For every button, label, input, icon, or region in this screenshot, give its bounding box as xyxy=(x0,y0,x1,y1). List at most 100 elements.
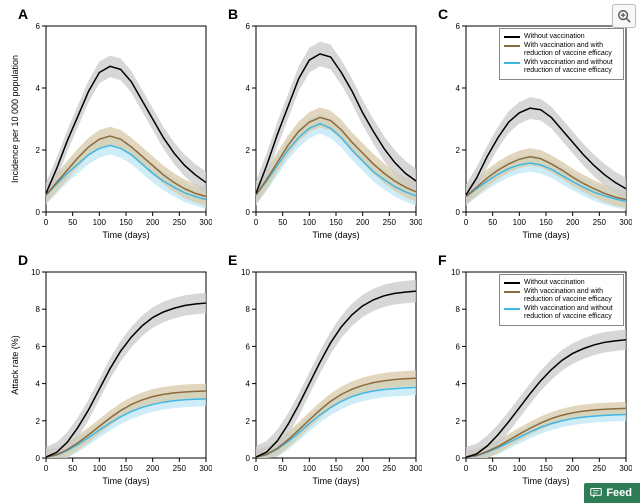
y-tick-label: 4 xyxy=(36,379,41,388)
x-tick-label: 0 xyxy=(464,464,469,473)
x-tick-label: 0 xyxy=(254,218,259,227)
y-tick-label: 2 xyxy=(456,146,461,155)
x-tick-label: 200 xyxy=(146,464,160,473)
panel-grid: A 0501001502002503000246Time (days)Incid… xyxy=(8,8,632,495)
x-tick-label: 50 xyxy=(488,464,497,473)
legend-label: With vaccination and without reduction o… xyxy=(524,305,619,321)
y-tick-label: 10 xyxy=(451,268,460,277)
y-tick-label: 6 xyxy=(456,342,461,351)
x-tick-label: 300 xyxy=(409,464,422,473)
x-tick-label: 0 xyxy=(44,464,49,473)
y-axis-label: Incidence per 10 000 population xyxy=(10,55,20,183)
panel-letter: A xyxy=(18,6,28,22)
chart-svg: 0501001502002503000246810Time (days)Atta… xyxy=(8,254,212,490)
panel-letter: E xyxy=(228,252,237,268)
x-tick-label: 100 xyxy=(93,464,107,473)
panel-F: F 0501001502002503000246810Time (days) W… xyxy=(428,254,632,496)
y-tick-label: 0 xyxy=(36,454,41,463)
y-tick-label: 2 xyxy=(36,416,41,425)
legend-swatch xyxy=(504,45,520,47)
y-tick-label: 8 xyxy=(36,305,41,314)
panel-B: B 0501001502002503000246Time (days) xyxy=(218,8,422,250)
panel-letter: F xyxy=(438,252,447,268)
legend-swatch xyxy=(504,282,520,284)
x-tick-label: 200 xyxy=(356,464,370,473)
plot-area xyxy=(46,292,206,457)
legend-swatch xyxy=(504,36,520,38)
legend-label: Without vaccination xyxy=(524,33,585,41)
x-tick-label: 0 xyxy=(464,218,469,227)
plot-area xyxy=(466,329,626,458)
y-tick-label: 2 xyxy=(246,416,251,425)
x-tick-label: 150 xyxy=(329,218,343,227)
x-tick-label: 150 xyxy=(539,218,553,227)
y-tick-label: 4 xyxy=(456,379,461,388)
legend-label: With vaccination and without reduction o… xyxy=(524,59,619,75)
y-tick-label: 6 xyxy=(246,342,251,351)
x-tick-label: 0 xyxy=(44,218,49,227)
y-tick-label: 4 xyxy=(36,84,41,93)
chart-svg: 0501001502002503000246Time (days)Inciden… xyxy=(8,8,212,244)
feedback-button[interactable]: Feed xyxy=(584,483,640,503)
y-tick-label: 2 xyxy=(246,146,251,155)
legend-item: With vaccination and without reduction o… xyxy=(504,305,619,321)
y-tick-label: 0 xyxy=(36,208,41,217)
x-tick-label: 50 xyxy=(68,464,77,473)
zoom-plus-icon xyxy=(617,9,631,23)
y-tick-label: 10 xyxy=(241,268,250,277)
x-tick-label: 150 xyxy=(329,464,343,473)
x-axis-label: Time (days) xyxy=(312,476,359,486)
panel-D: D 0501001502002503000246810Time (days)At… xyxy=(8,254,212,496)
chart-svg: 0501001502002503000246Time (days) xyxy=(218,8,422,244)
x-tick-label: 100 xyxy=(93,218,107,227)
y-tick-label: 6 xyxy=(456,22,461,31)
x-tick-label: 250 xyxy=(383,464,397,473)
zoom-button[interactable] xyxy=(612,4,636,28)
chart-svg: 0501001502002503000246810Time (days) xyxy=(218,254,422,490)
legend-label: Without vaccination xyxy=(524,279,585,287)
plot-area xyxy=(256,42,416,206)
y-tick-label: 8 xyxy=(456,305,461,314)
x-axis-label: Time (days) xyxy=(312,230,359,240)
x-axis-label: Time (days) xyxy=(102,476,149,486)
panel-C: C 0501001502002503000246Time (days) With… xyxy=(428,8,632,250)
x-tick-label: 300 xyxy=(199,464,212,473)
y-tick-label: 10 xyxy=(31,268,40,277)
legend: Without vaccination With vaccination and… xyxy=(499,274,624,326)
plot-area xyxy=(256,279,416,457)
y-axis-label: Attack rate (%) xyxy=(10,335,20,395)
feedback-icon xyxy=(590,487,602,499)
y-tick-label: 6 xyxy=(246,22,251,31)
x-tick-label: 300 xyxy=(619,464,632,473)
panel-E: E 0501001502002503000246810Time (days) xyxy=(218,254,422,496)
legend: Without vaccination With vaccination and… xyxy=(499,28,624,80)
x-tick-label: 150 xyxy=(119,464,133,473)
plot-area xyxy=(466,97,626,210)
x-tick-label: 0 xyxy=(254,464,259,473)
x-tick-label: 250 xyxy=(173,218,187,227)
panel-letter: C xyxy=(438,6,448,22)
x-tick-label: 300 xyxy=(409,218,422,227)
y-tick-label: 2 xyxy=(36,146,41,155)
x-tick-label: 200 xyxy=(146,218,160,227)
y-tick-label: 4 xyxy=(456,84,461,93)
legend-item: Without vaccination xyxy=(504,279,619,287)
x-tick-label: 250 xyxy=(593,464,607,473)
panel-A: A 0501001502002503000246Time (days)Incid… xyxy=(8,8,212,250)
x-axis-label: Time (days) xyxy=(522,230,569,240)
y-tick-label: 6 xyxy=(36,342,41,351)
legend-item: Without vaccination xyxy=(504,33,619,41)
x-axis-label: Time (days) xyxy=(102,230,149,240)
x-tick-label: 250 xyxy=(383,218,397,227)
x-tick-label: 150 xyxy=(119,218,133,227)
y-tick-label: 0 xyxy=(246,454,251,463)
feedback-label: Feed xyxy=(606,487,632,499)
legend-label: With vaccination and with reduction of v… xyxy=(524,288,619,304)
x-tick-label: 50 xyxy=(488,218,497,227)
band-black xyxy=(256,279,416,457)
legend-swatch xyxy=(504,291,520,293)
legend-swatch xyxy=(504,308,520,310)
y-tick-label: 0 xyxy=(456,454,461,463)
y-tick-label: 4 xyxy=(246,84,251,93)
x-tick-label: 100 xyxy=(303,218,317,227)
